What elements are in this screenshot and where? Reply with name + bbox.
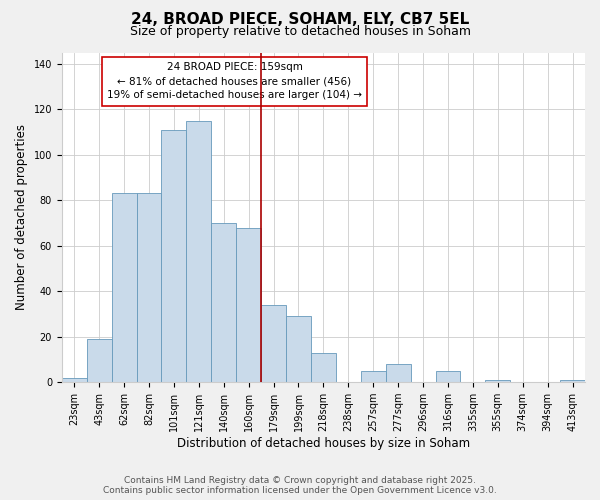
Bar	[286, 316, 311, 382]
Text: 24 BROAD PIECE: 159sqm
← 81% of detached houses are smaller (456)
19% of semi-de: 24 BROAD PIECE: 159sqm ← 81% of detached…	[107, 62, 362, 100]
Bar	[161, 130, 187, 382]
X-axis label: Distribution of detached houses by size in Soham: Distribution of detached houses by size …	[177, 437, 470, 450]
Text: Contains HM Land Registry data © Crown copyright and database right 2025.
Contai: Contains HM Land Registry data © Crown c…	[103, 476, 497, 495]
Bar	[485, 380, 510, 382]
Bar	[261, 305, 286, 382]
Bar	[137, 194, 161, 382]
Bar	[187, 120, 211, 382]
Bar	[311, 352, 336, 382]
Bar	[236, 228, 261, 382]
Bar	[560, 380, 585, 382]
Bar	[86, 339, 112, 382]
Bar	[386, 364, 410, 382]
Text: Size of property relative to detached houses in Soham: Size of property relative to detached ho…	[130, 25, 470, 38]
Bar	[211, 223, 236, 382]
Y-axis label: Number of detached properties: Number of detached properties	[15, 124, 28, 310]
Bar	[436, 371, 460, 382]
Text: 24, BROAD PIECE, SOHAM, ELY, CB7 5EL: 24, BROAD PIECE, SOHAM, ELY, CB7 5EL	[131, 12, 469, 28]
Bar	[361, 371, 386, 382]
Bar	[62, 378, 86, 382]
Bar	[112, 194, 137, 382]
